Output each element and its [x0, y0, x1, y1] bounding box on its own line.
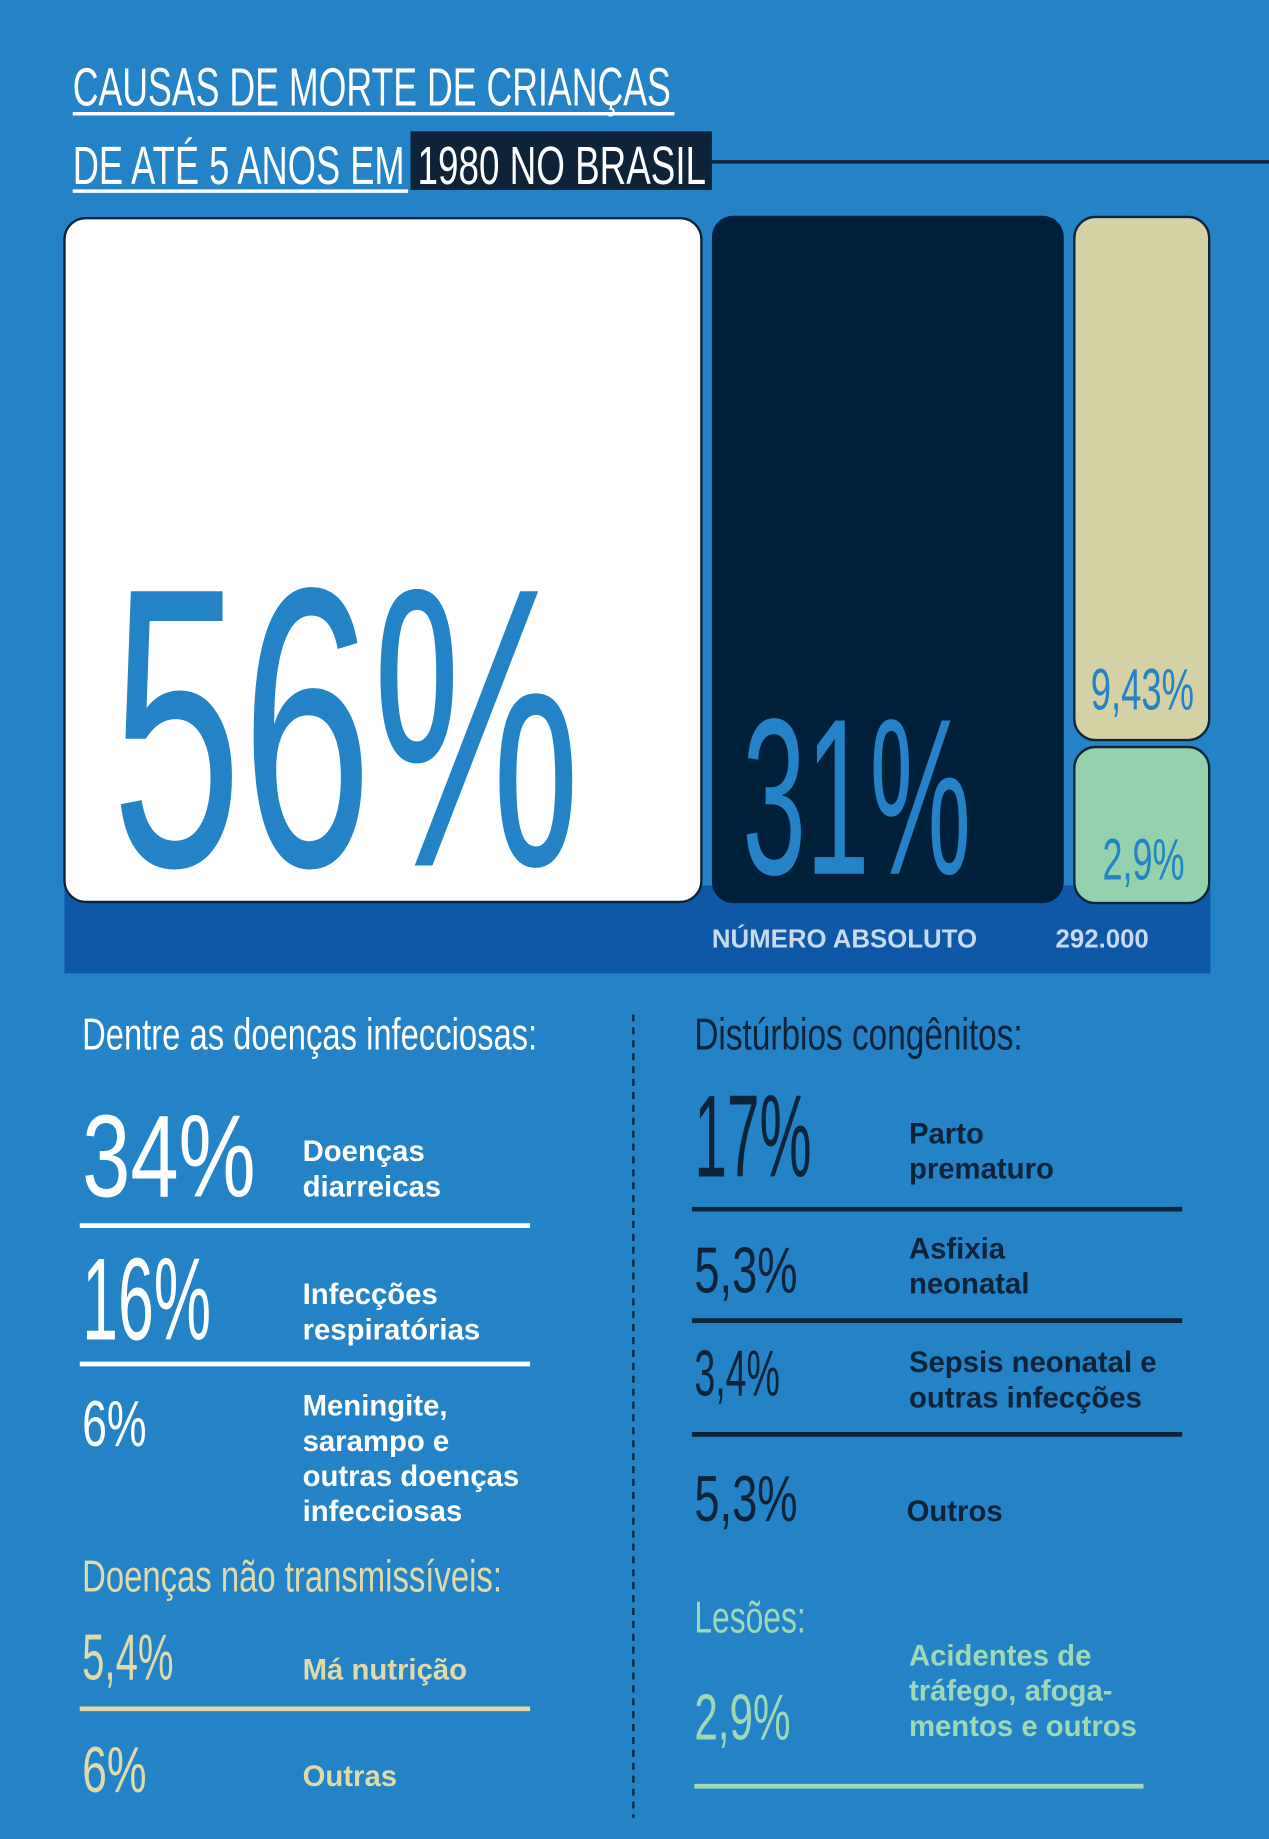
item-value: 5,3% — [694, 1234, 797, 1306]
block — [1073, 745, 1211, 905]
item-value: 5,3% — [694, 1463, 797, 1535]
item-label: Má nutrição — [303, 1653, 468, 1686]
injuries-section: Lesões: 2,9% Acidentes de tráfego, afoga… — [694, 1594, 1144, 1789]
item-value: 3,4% — [694, 1338, 780, 1410]
item-label: sarampo e — [303, 1425, 450, 1458]
section-heading: Doenças não transmissíveis: — [82, 1553, 502, 1602]
item-label: respiratórias — [303, 1313, 481, 1346]
section-heading: Distúrbios congênitos: — [694, 1011, 1022, 1060]
block — [711, 215, 1064, 904]
block-value: 2,9% — [1102, 828, 1184, 893]
block — [1073, 215, 1211, 742]
total-label: NÚMERO ABSOLUTO — [712, 924, 977, 954]
item-label: Parto — [909, 1118, 984, 1151]
item-value: 6% — [82, 1388, 147, 1460]
non-communicable-section: Doenças não transmissíveis: 5,4% Má nutr… — [79, 1553, 531, 1806]
item-label: Asfixia — [909, 1232, 1006, 1265]
item-label: diarreicas — [303, 1170, 442, 1203]
item-value: 17% — [694, 1070, 811, 1201]
item-label: mentos e outros — [909, 1710, 1137, 1743]
item-value: 5,4% — [82, 1621, 173, 1693]
block-value: 56% — [111, 505, 580, 951]
infectious-section: Dentre as doenças infecciosas: 34% Doenç… — [79, 1011, 537, 1528]
title-line: CAUSAS DE MORTE DE CRIANÇAS — [73, 58, 671, 118]
section-heading: Lesões: — [694, 1594, 805, 1643]
item-label: tráfego, afoga- — [909, 1675, 1113, 1708]
item-value: 6% — [82, 1734, 147, 1806]
item-label: Meningite, — [303, 1390, 448, 1423]
item-value: 2,9% — [694, 1681, 790, 1753]
highlight-box — [410, 131, 712, 191]
total-value: 292.000 — [1056, 926, 1149, 954]
title-line: DE ATÉ 5 ANOS EM — [73, 136, 405, 196]
item-label: outras doenças — [303, 1460, 520, 1493]
item-label: Infecções — [303, 1278, 438, 1311]
item-label: infecciosas — [303, 1495, 463, 1528]
title-highlight: 1980 NO BRASIL — [418, 136, 707, 196]
block-value: 31% — [742, 673, 971, 922]
item-label: Doenças — [303, 1135, 425, 1168]
item-label: Acidentes de — [909, 1639, 1091, 1672]
section-heading: Dentre as doenças infecciosas: — [82, 1011, 537, 1060]
item-value: 16% — [82, 1233, 211, 1364]
congenital-section: Distúrbios congênitos: 17% Parto prematu… — [691, 1011, 1183, 1535]
item-label: Outras — [303, 1760, 397, 1793]
item-label: Sepsis neonatal e — [909, 1346, 1157, 1379]
block — [63, 216, 703, 904]
item-label: neonatal — [909, 1268, 1030, 1301]
item-value: 34% — [82, 1090, 256, 1221]
item-label: Outros — [907, 1495, 1003, 1528]
item-label: prematuro — [909, 1153, 1054, 1186]
item-label: outras infecções — [909, 1381, 1142, 1414]
block-value: 9,43% — [1091, 658, 1194, 723]
